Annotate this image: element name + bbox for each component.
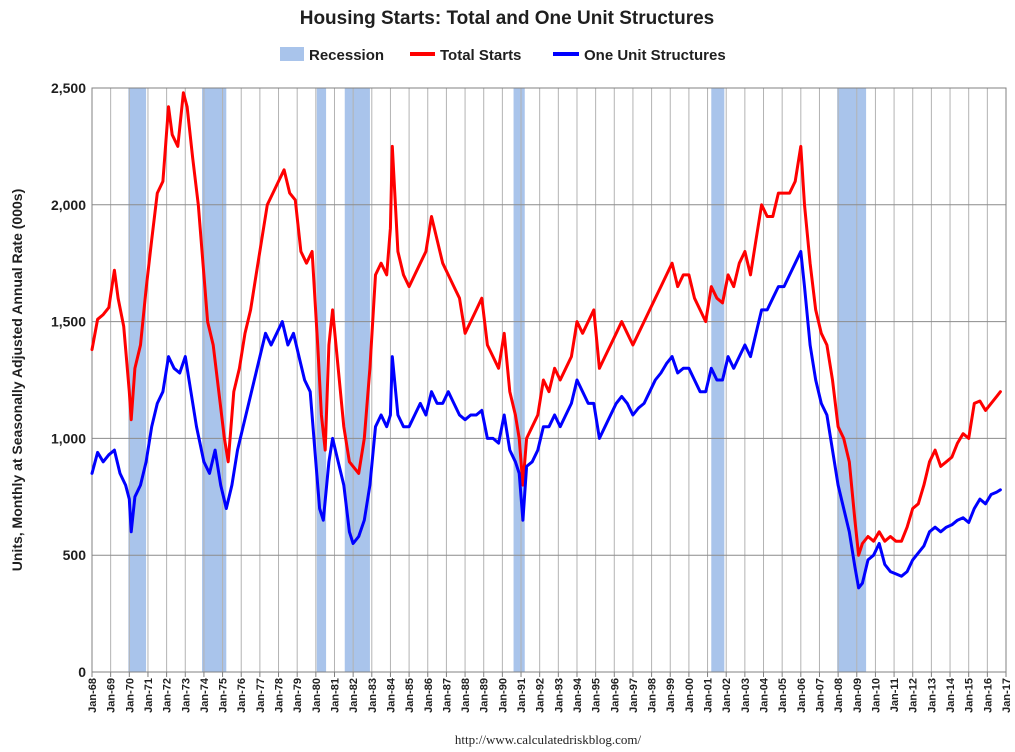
recession-band-0 [128,88,147,672]
x-tick-label-14: Jan-82 [348,678,360,713]
x-tick-label-11: Jan-79 [292,678,304,713]
x-tick-label-20: Jan-88 [460,678,472,713]
y-tick-label-3: 1,500 [51,314,86,330]
chart-title: Housing Starts: Total and One Unit Struc… [300,8,715,29]
x-tick-label-33: Jan-01 [703,678,715,713]
plot-border [91,87,1007,673]
x-tick-label-15: Jan-83 [367,678,379,713]
x-tick-label-12: Jan-80 [311,678,323,713]
x-tick-label-27: Jan-95 [591,678,603,713]
x-tick-label-37: Jan-05 [777,678,789,713]
series-line-total-starts [90,91,1002,557]
x-tick-label-23: Jan-91 [516,678,528,713]
x-tick-label-36: Jan-04 [759,677,771,713]
x-tick-label-26: Jan-94 [572,677,584,713]
x-tick-label-31: Jan-99 [665,678,677,713]
x-tick-label-5: Jan-73 [180,678,192,713]
recession-band-2 [316,88,327,672]
x-tick-label-25: Jan-93 [553,678,565,713]
x-tick-label-9: Jan-77 [255,678,267,713]
legend-swatch-recession [280,47,304,61]
x-tick-label-43: Jan-11 [889,678,901,712]
x-tick-label-2: Jan-70 [124,678,136,713]
legend: Recession Total Starts One Unit Structur… [280,47,726,64]
x-tick-label-22: Jan-90 [497,678,509,713]
source-url: http://www.calculatedriskblog.com/ [455,732,642,747]
x-tick-label-13: Jan-81 [330,678,342,713]
series-line-one-unit-structures [90,250,1002,590]
x-tick-label-35: Jan-03 [740,678,752,713]
x-tick-label-29: Jan-97 [628,678,640,713]
x-tick-label-46: Jan-14 [945,677,957,713]
x-tick-label-17: Jan-85 [404,678,416,713]
x-tick-label-1: Jan-69 [106,678,118,713]
x-tick-label-21: Jan-89 [479,678,491,713]
legend-label-total-starts: Total Starts [440,47,521,64]
legend-label-recession: Recession [309,47,384,64]
y-tick-label-1: 500 [63,547,87,563]
x-tick-label-7: Jan-75 [218,678,230,713]
x-tick-label-42: Jan-10 [870,678,882,713]
x-tick-label-47: Jan-15 [964,678,976,713]
y-axis-label: Units, Monthly at Seasonally Adjusted An… [9,189,25,571]
x-tick-label-48: Jan-16 [982,678,994,713]
x-tick-label-39: Jan-07 [815,678,827,713]
x-tick-label-49: Jan-17 [1001,678,1013,713]
recession-band-4 [513,88,525,672]
x-tick-label-38: Jan-06 [796,678,808,713]
x-tick-label-16: Jan-84 [385,677,397,713]
x-tick-label-19: Jan-87 [441,678,453,713]
plot-area: 0 500 1,000 1,500 2,000 2,500 Jan-68 Jan-69 Jan-… [51,80,1013,713]
x-tick-label-30: Jan-98 [647,678,659,713]
x-tick-label-41: Jan-09 [852,678,864,713]
x-tick-label-0: Jan-68 [87,678,99,713]
x-tick-label-24: Jan-92 [535,678,547,713]
x-tick-label-32: Jan-00 [684,678,696,713]
x-tick-label-18: Jan-86 [423,678,435,713]
x-tick-label-10: Jan-78 [274,678,286,713]
recession-band-3 [344,88,370,672]
x-tick-label-4: Jan-72 [162,678,174,713]
y-tick-label-2: 1,000 [51,430,86,446]
y-tick-label-4: 2,000 [51,197,86,213]
y-tick-label-0: 0 [78,664,86,680]
x-tick-label-6: Jan-74 [199,677,211,713]
x-tick-label-28: Jan-96 [609,678,621,713]
legend-item-one-unit: One Unit Structures [553,47,726,64]
x-tick-label-40: Jan-08 [833,678,845,713]
y-tick-label-5: 2,500 [51,80,86,96]
legend-item-recession: Recession [280,47,384,64]
legend-item-total-starts: Total Starts [410,47,521,64]
x-tick-label-45: Jan-13 [926,678,938,713]
x-tick-label-3: Jan-71 [143,678,155,713]
x-tick-label-44: Jan-12 [908,678,920,713]
recession-band-6 [837,88,867,672]
legend-label-one-unit: One Unit Structures [584,47,726,64]
x-tick-label-34: Jan-02 [721,678,733,713]
x-tick-label-8: Jan-76 [236,678,248,713]
